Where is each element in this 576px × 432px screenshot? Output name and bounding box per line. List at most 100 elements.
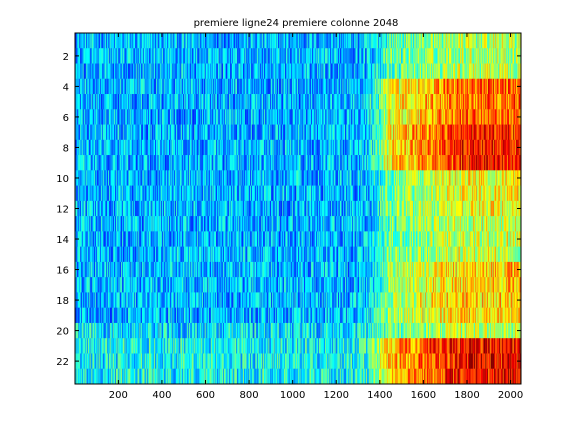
heatmap-cell (155, 63, 158, 80)
heatmap-cell (397, 94, 399, 110)
heatmap-cell (95, 124, 98, 141)
heatmap-cell (381, 78, 383, 95)
heatmap-cell (86, 124, 88, 141)
heatmap-cell (497, 48, 499, 64)
heatmap-cell (121, 109, 123, 125)
heatmap-cell (373, 48, 376, 64)
heatmap-cell (425, 109, 427, 125)
heatmap-cell (169, 63, 172, 80)
heatmap-cell (405, 48, 407, 64)
heatmap-cell (460, 124, 462, 141)
heatmap-cell (492, 48, 494, 64)
heatmap-cell (471, 109, 473, 125)
heatmap-cell (332, 33, 335, 49)
heatmap-cell (408, 109, 410, 125)
heatmap-cell (333, 124, 335, 141)
heatmap-cell (110, 63, 112, 80)
heatmap-cell (307, 94, 309, 110)
heatmap-cell (166, 94, 168, 110)
heatmap-cell (104, 48, 106, 64)
heatmap-cell (436, 33, 438, 49)
heatmap-cell (354, 63, 356, 80)
heatmap-cell (109, 94, 111, 110)
heatmap-cell (322, 63, 324, 80)
heatmap-cell (454, 109, 456, 125)
heatmap-cell (419, 63, 421, 80)
heatmap-cell (178, 124, 180, 141)
heatmap-cell (298, 33, 300, 49)
heatmap-cell (358, 48, 360, 64)
heatmap-cell (87, 124, 90, 141)
heatmap-cell (339, 33, 342, 49)
heatmap-cell (346, 63, 349, 80)
heatmap-cell (285, 78, 288, 95)
heatmap-cell (283, 33, 285, 49)
heatmap-cell (109, 139, 111, 156)
heatmap-cell (421, 78, 423, 95)
heatmap-cell (219, 109, 221, 125)
heatmap-cell (141, 109, 143, 125)
heatmap-cell (339, 63, 342, 80)
heatmap-cell (257, 33, 259, 49)
heatmap-cell (254, 124, 256, 141)
heatmap-cell (162, 94, 164, 110)
heatmap-cell (371, 94, 373, 110)
heatmap-cell (84, 124, 86, 141)
heatmap-cell (291, 124, 293, 141)
heatmap-cell (206, 124, 208, 141)
heatmap-cell (483, 109, 485, 125)
heatmap-cell (476, 124, 478, 141)
heatmap-cell (301, 124, 303, 141)
heatmap-cell (227, 94, 229, 110)
heatmap-cell (392, 124, 394, 141)
heatmap-cell (266, 63, 268, 80)
heatmap-cell (260, 94, 262, 110)
heatmap-cell (259, 94, 261, 110)
heatmap-cell (425, 78, 427, 95)
heatmap-cell (476, 63, 478, 80)
heatmap-cell (395, 63, 397, 80)
heatmap-cell (331, 124, 333, 141)
heatmap-cell (104, 78, 106, 95)
heatmap-cell (481, 33, 484, 49)
heatmap-cell (87, 48, 90, 64)
heatmap-cell (247, 124, 249, 141)
heatmap-cell (454, 124, 457, 141)
heatmap-cell (208, 94, 210, 110)
heatmap-cell (299, 78, 301, 95)
heatmap-cell (318, 63, 320, 80)
heatmap-cell (150, 124, 152, 141)
heatmap-cell (510, 109, 512, 125)
heatmap-cell (465, 109, 467, 125)
heatmap-cell (194, 78, 196, 95)
heatmap-cell (174, 124, 176, 141)
heatmap-cell (287, 48, 289, 64)
heatmap-cell (363, 109, 365, 125)
heatmap-cell (273, 94, 275, 110)
heatmap-cell (513, 109, 515, 125)
heatmap-cell (257, 94, 259, 110)
heatmap-cell (96, 33, 98, 49)
heatmap-cell (417, 78, 419, 95)
heatmap-cell (237, 33, 240, 49)
heatmap-cell (269, 33, 271, 49)
heatmap-cell (186, 63, 188, 80)
heatmap-cell (293, 124, 295, 141)
heatmap-cell (123, 33, 125, 49)
heatmap-cell (339, 124, 342, 141)
heatmap-cell (79, 109, 81, 125)
heatmap-cell (121, 48, 124, 64)
heatmap-cell (154, 78, 156, 95)
heatmap-cell (514, 33, 516, 49)
heatmap-cell (341, 109, 343, 125)
heatmap-cell (519, 124, 521, 141)
heatmap-cell (315, 109, 317, 125)
heatmap-cell (365, 48, 367, 64)
heatmap-cell (131, 48, 133, 64)
heatmap-cell (301, 48, 303, 64)
heatmap-cell (210, 63, 213, 80)
heatmap-cell (344, 124, 346, 141)
heatmap-cell (295, 109, 297, 125)
heatmap-cell (80, 48, 83, 64)
heatmap-cell (296, 33, 298, 49)
